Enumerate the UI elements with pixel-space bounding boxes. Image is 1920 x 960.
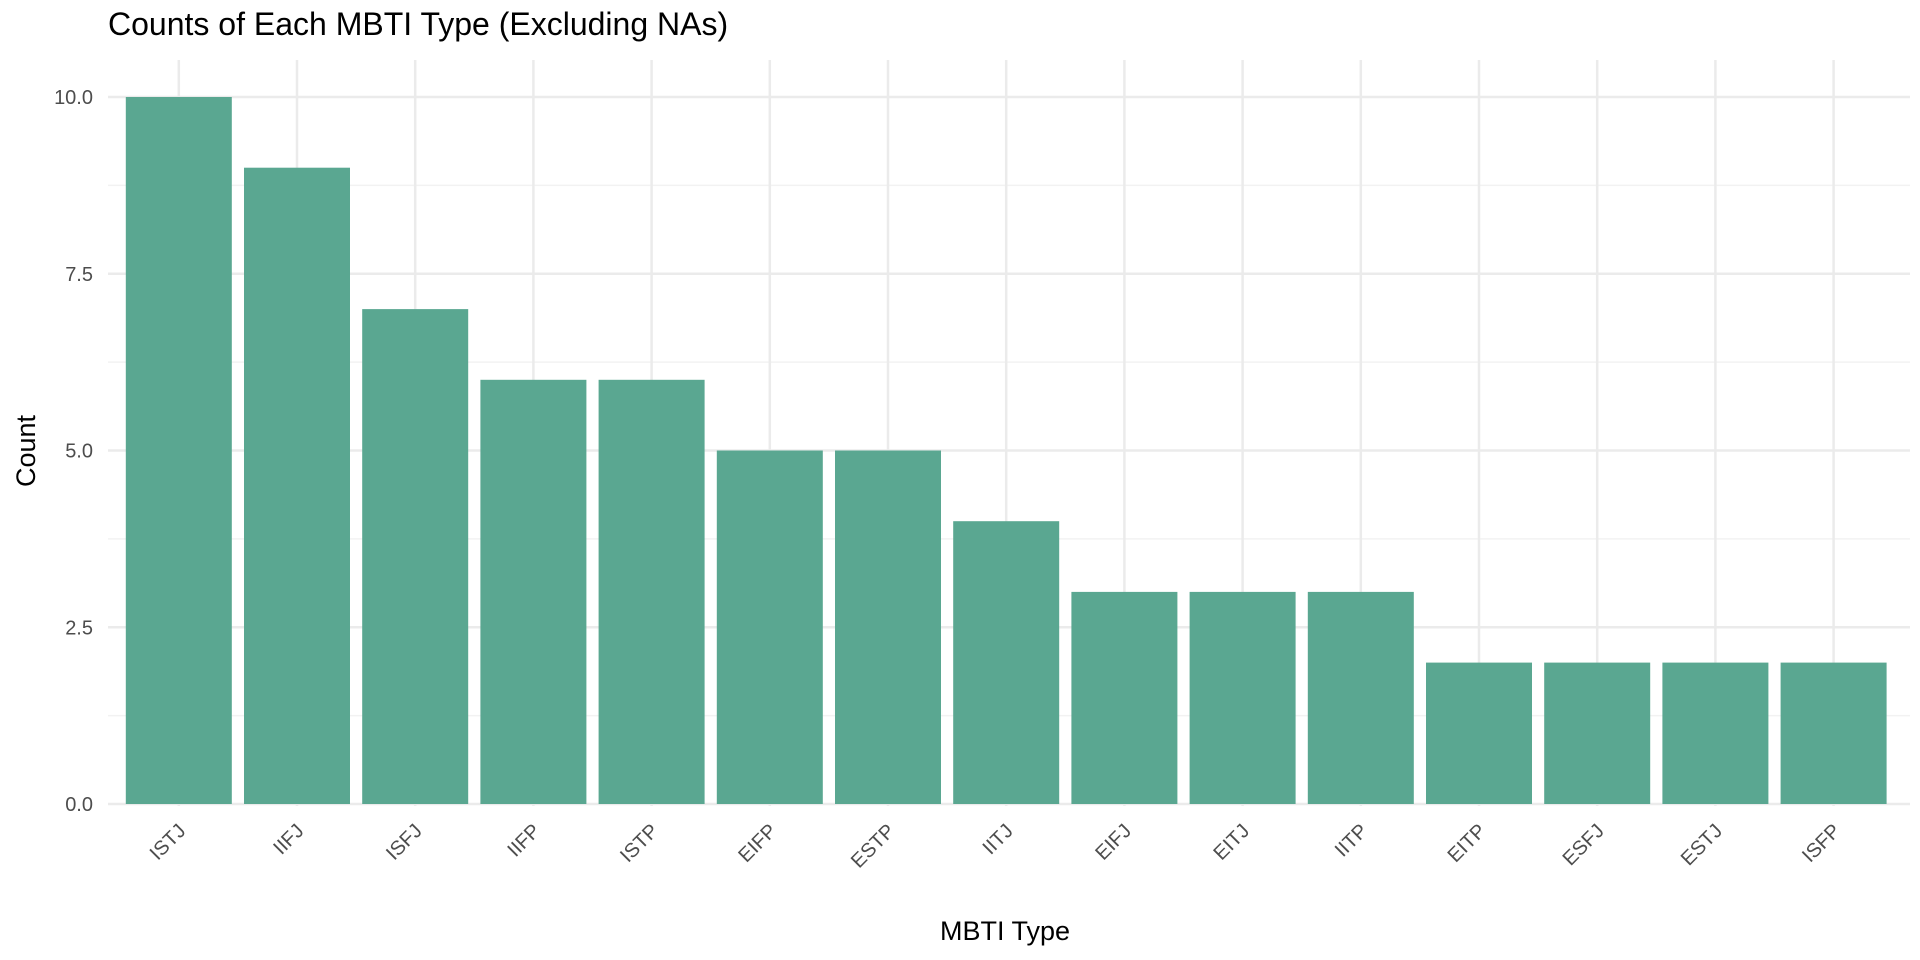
bar-iifj	[244, 167, 350, 804]
bar-estj	[1662, 662, 1769, 804]
y-axis-title: Count	[11, 414, 41, 487]
x-tick-label: IIFP	[503, 820, 544, 861]
bar-estp	[835, 450, 941, 804]
x-tick-label: IIFJ	[269, 820, 308, 859]
x-tick-label: ESTJ	[1677, 820, 1727, 870]
x-tick-label: ISFP	[1798, 820, 1845, 867]
x-tick-label: EITP	[1444, 820, 1491, 867]
bar-eifj	[1071, 591, 1178, 804]
x-tick-label: EITJ	[1209, 820, 1254, 865]
bar-esfj	[1544, 662, 1651, 804]
bar-eifp	[716, 450, 823, 804]
bar-isfj	[362, 309, 469, 804]
x-tick-label: ESTP	[847, 820, 900, 873]
bars	[125, 97, 1887, 804]
bar-iifp	[480, 379, 587, 804]
bar-istj	[125, 97, 232, 804]
bar-eitj	[1189, 591, 1296, 804]
y-tick-label: 10.0	[54, 87, 93, 109]
x-tick-label: ESFJ	[1559, 820, 1609, 870]
bar-eitp	[1426, 662, 1532, 804]
bar-isfp	[1780, 662, 1887, 804]
x-tick-label: ISTP	[616, 820, 663, 867]
x-tick-label: ISFJ	[382, 820, 427, 865]
bar-iitp	[1307, 591, 1414, 804]
x-axis-title: MBTI Type	[940, 916, 1070, 946]
bar-iitj	[953, 521, 1060, 804]
x-tick-label: EIFJ	[1091, 820, 1136, 865]
x-tick-label: IITP	[1331, 820, 1372, 861]
bar-istp	[598, 379, 705, 804]
y-axis: 0.0 2.5 5.0 7.5 10.0	[54, 87, 93, 816]
x-axis: ISTJ IIFJ ISFJ IIFP ISTP EIFP ESTP IITJ EIFJ EITJ…	[146, 820, 1845, 873]
x-tick-label: IITJ	[979, 820, 1018, 859]
y-tick-label: 5.0	[65, 441, 93, 463]
y-tick-label: 7.5	[65, 264, 93, 286]
y-tick-label: 0.0	[65, 794, 93, 816]
x-tick-label: ISTJ	[146, 820, 191, 865]
y-tick-label: 2.5	[65, 617, 93, 639]
chart-title: Counts of Each MBTI Type (Excluding NAs)	[108, 6, 729, 42]
x-tick-label: EIFP	[734, 820, 781, 867]
